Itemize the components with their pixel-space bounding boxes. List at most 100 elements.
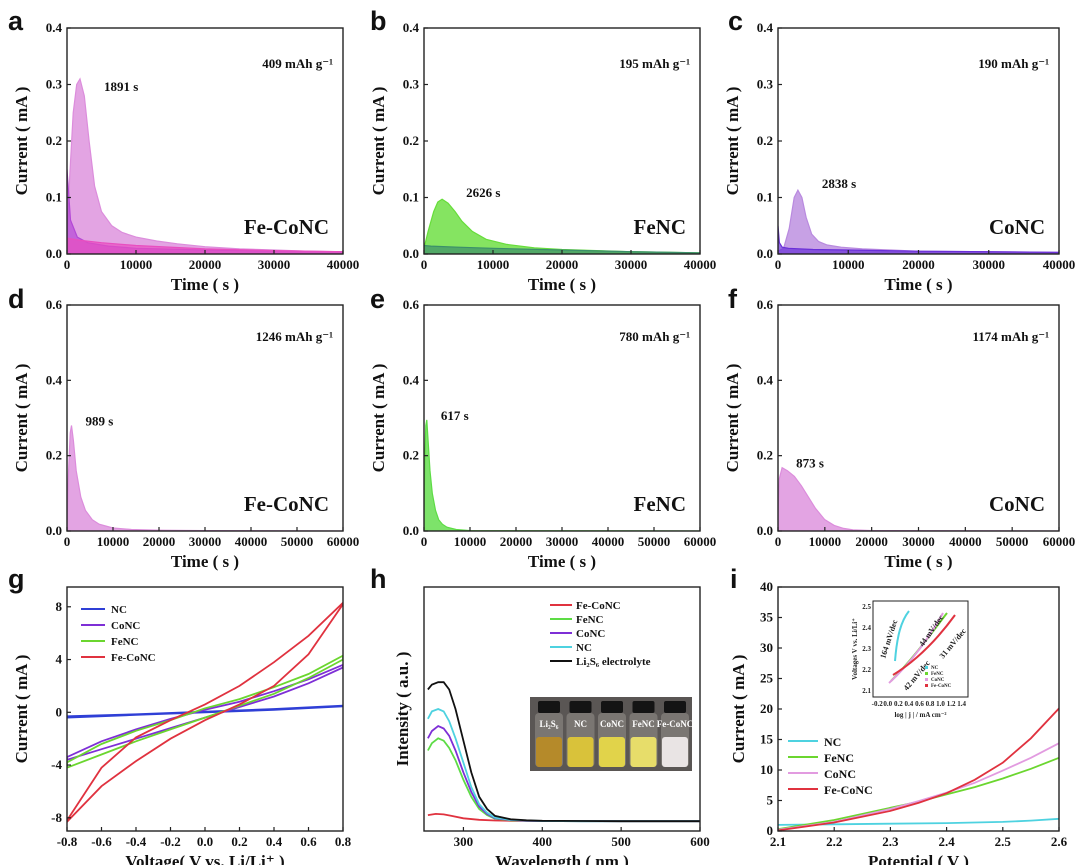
panel-i: 2.1 2.2 2.3 2.4 2.5 2.6 0 5 10 15 20 25 30 35 40 Potent… [729,564,1068,865]
y-tick-label: -4 [51,757,62,772]
inset-x-tick: 0.2 [894,700,903,708]
y-tick-label: 0.4 [757,372,774,387]
y-tick-label: 0 [56,704,63,719]
legend-label: CoNC [824,767,856,781]
x-tick-label: 50000 [996,534,1029,549]
peak-time-label: 1891 s [104,79,138,94]
vial-label: CoNC [600,719,624,729]
panel-b: 0 10000 20000 30000 40000 0.0 0.1 0.2 0.3 0.4 Time… [369,6,716,294]
plot-area [778,188,1059,254]
line-peak [424,419,700,531]
x-tick-label: 0 [775,534,782,549]
legend-label: NC [111,604,127,616]
y-axis-label: Intensity ( a.u. ) [393,652,412,767]
spectrum-Li₂S₆ electrolyte [427,681,700,823]
plot-frame [423,586,701,832]
x-axis-label: Voltage( V vs. Li/Li⁺ ) [125,852,284,865]
y-tick-label: 0.0 [403,523,419,538]
vial-label: Li₂S₆ [540,719,559,729]
panel-e: 0 10000 20000 30000 40000 50000 60000 0.0 0.2 0.4… [369,284,716,571]
x-tick-label: 20000 [855,534,888,549]
peak-time-label: 873 s [796,456,824,471]
plot-area [67,425,343,531]
legend-label: FeNC [576,614,604,626]
capacity-label: 190 mAh g⁻¹ [978,56,1049,71]
vial-liquid [662,737,688,767]
vial-cap [632,701,655,713]
inset-legend-marker [925,672,928,675]
inset-x-tick: 1.2 [947,700,956,708]
inset-y-tick: 2.3 [862,645,871,653]
tafel-curve [892,614,956,676]
panel-a: 0 10000 20000 30000 40000 0.0 0.1 0.2 0.3 0.4 Time… [8,6,359,294]
x-tick-label: 40000 [684,257,717,272]
cv-loop-CoNC [67,663,343,761]
x-tick-label: 0 [775,257,782,272]
x-tick-label: 10000 [120,257,153,272]
inset-y-tick: 2.2 [862,666,871,674]
cv-loop-Fe-CoNC [67,601,343,824]
inset-legend-label: CoNC [931,678,945,683]
inset-x-tick: 0.4 [905,700,914,708]
y-tick-label: 0.2 [757,133,773,148]
x-tick-label: 50000 [638,534,671,549]
y-tick-label: 35 [760,610,774,625]
panel-f: 0 10000 20000 30000 40000 50000 60000 0.0 0.2 0.4… [723,284,1075,571]
x-axis-label: Time ( s ) [884,275,952,294]
y-axis-label: Current ( mA ) [729,655,748,764]
x-tick-label: 2.5 [995,834,1012,849]
inset-x-label: log | j | / mA cm⁻² [894,711,946,719]
x-tick-label: 0.2 [231,834,247,849]
x-tick-label: 10000 [477,257,510,272]
sample-name: Fe-CoNC [244,215,329,239]
inset-x-tick: 1.0 [936,700,945,708]
sample-name: FeNC [634,492,686,516]
vial-liquid [599,737,625,767]
x-tick-label: 2.3 [882,834,899,849]
x-axis-label: Potential ( V ) [868,852,969,865]
y-tick-label: 0.4 [46,20,63,35]
y-tick-label: 0.1 [403,190,419,205]
y-tick-label: 0.2 [403,448,419,463]
y-tick-label: 0.2 [403,133,419,148]
y-tick-label: 0.0 [757,246,773,261]
y-tick-label: 10 [760,762,773,777]
peak-time-label: 989 s [86,414,114,429]
legend-label: FeNC [111,636,139,648]
x-tick-label: 30000 [902,534,935,549]
panel-d: 0 10000 20000 30000 40000 50000 60000 0.0 0.2 0.4… [8,284,359,571]
y-axis-label: Current ( mA ) [369,364,388,473]
panel-c: 0 10000 20000 30000 40000 0.0 0.1 0.2 0.3 0.4 Time… [723,6,1075,294]
y-tick-label: 0.0 [46,523,62,538]
x-tick-label: 10000 [809,534,842,549]
capacity-label: 409 mAh g⁻¹ [262,56,333,71]
legend-label: Li₂S₆ electrolyte [576,656,651,668]
y-axis-label: Current ( mA ) [12,655,31,764]
panel-label: g [8,564,25,594]
y-tick-label: 30 [760,640,773,655]
vial-cap [538,701,560,713]
inset-legend-marker [925,666,928,669]
panel-label: d [8,284,25,314]
tafel-curve [894,610,910,662]
y-tick-label: 0.1 [46,190,62,205]
x-tick-label: 40000 [327,257,360,272]
y-tick-label: 25 [760,671,774,686]
x-tick-label: 600 [690,834,710,849]
tafel-curve [888,612,944,684]
y-tick-label: 8 [56,599,63,614]
x-tick-label: -0.2 [160,834,181,849]
lsv-CoNC [778,742,1059,831]
line-background [778,225,1059,253]
x-tick-label: -0.8 [57,834,78,849]
plot-area [424,419,700,531]
x-tick-label: 20000 [500,534,533,549]
x-tick-label: 40000 [592,534,625,549]
y-tick-label: 0 [767,823,774,838]
vial-liquid [567,737,594,767]
inset-y-label: Voltages V vs. Li/Li⁺ [851,618,859,680]
x-tick-label: 0 [64,257,71,272]
panel-label: a [8,6,24,36]
x-axis-label: Time ( s ) [171,552,239,571]
